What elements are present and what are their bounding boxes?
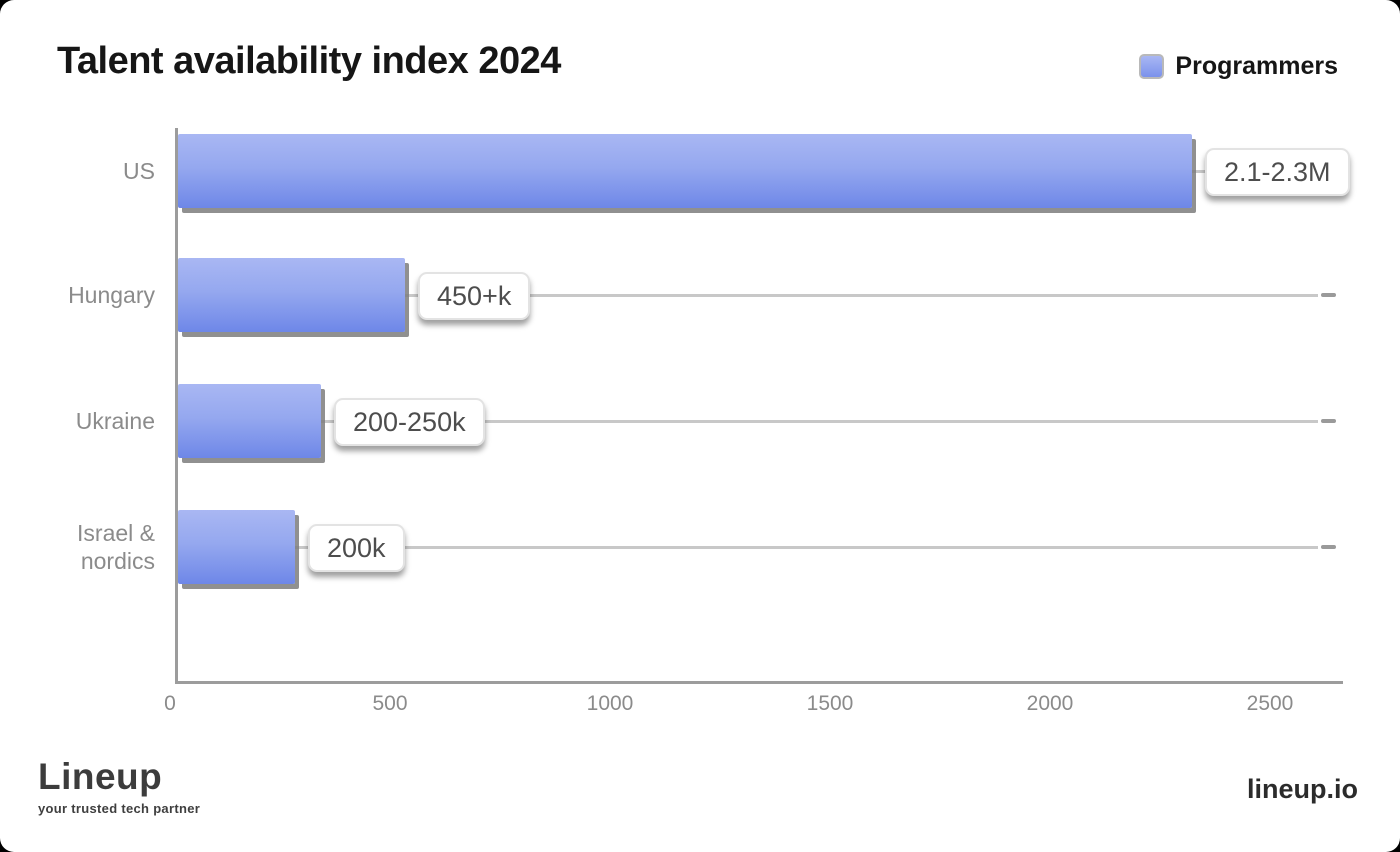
y-axis-label: Hungary xyxy=(68,282,155,308)
y-axis-label: US xyxy=(123,158,155,184)
x-tick-label: 1500 xyxy=(806,692,854,715)
value-label-box: 200-250k xyxy=(334,398,485,446)
grid-line xyxy=(178,420,1318,423)
legend-swatch-icon xyxy=(1139,54,1165,79)
y-axis-label: Israel & nordics xyxy=(77,520,155,574)
footer-brand: Lineup your trusted tech partner xyxy=(38,756,200,816)
y-axis-label: Ukraine xyxy=(75,408,155,434)
x-axis-line xyxy=(175,681,1343,684)
legend-label: Programmers xyxy=(1175,52,1338,80)
bar-israel- xyxy=(178,510,295,584)
grid-end-tick xyxy=(1321,293,1336,297)
brand-logo: Lineup xyxy=(38,756,163,797)
y-axis-line xyxy=(175,128,178,684)
value-label-box: 2.1-2.3M xyxy=(1205,148,1350,196)
value-label-box: 200k xyxy=(308,524,405,572)
footer-website: lineup.io xyxy=(1247,774,1358,804)
chart-title: Talent availability index 2024 xyxy=(57,40,561,82)
brand-tagline: your trusted tech partner xyxy=(38,801,201,816)
grid-line xyxy=(178,294,1318,297)
bar-hungary xyxy=(178,258,405,332)
x-tick-label: 1000 xyxy=(586,692,634,715)
bar-us xyxy=(178,134,1192,208)
grid-end-tick xyxy=(1321,419,1336,423)
x-tick-label: 500 xyxy=(372,692,408,715)
x-tick-label: 2500 xyxy=(1246,692,1294,715)
value-label-box: 450+k xyxy=(418,272,531,320)
legend: Programmers xyxy=(1139,52,1338,81)
bar-ukraine xyxy=(178,384,321,458)
x-tick-label: 0 xyxy=(164,692,176,715)
x-tick-label: 2000 xyxy=(1026,692,1074,715)
grid-end-tick xyxy=(1321,545,1336,549)
grid-line xyxy=(178,546,1318,549)
